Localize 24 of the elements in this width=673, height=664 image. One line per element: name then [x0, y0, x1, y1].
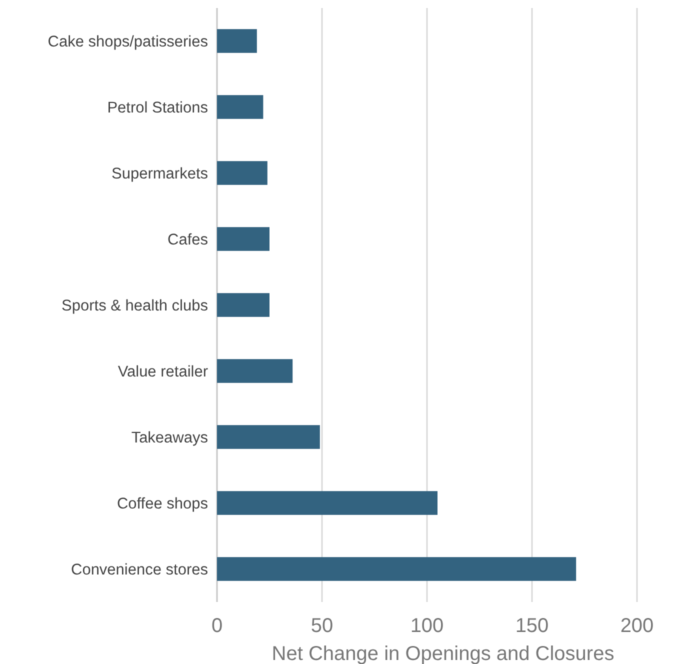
bar [217, 29, 257, 53]
bar [217, 293, 270, 317]
y-tick-label: Convenience stores [71, 561, 208, 578]
x-tick-label: 200 [620, 615, 654, 637]
bar [217, 425, 320, 449]
x-tick-label: 0 [211, 615, 223, 637]
x-axis-title: Net Change in Openings and Closures [272, 643, 614, 664]
x-tick-label: 100 [410, 615, 444, 637]
y-tick-label: Takeaways [131, 429, 208, 446]
y-tick-label: Value retailer [118, 363, 208, 380]
bar [217, 557, 576, 581]
y-tick-label: Petrol Stations [107, 99, 208, 116]
y-tick-label: Cake shops/patisseries [48, 33, 208, 50]
bar [217, 359, 293, 383]
y-tick-label: Coffee shops [116, 495, 208, 512]
x-tick-label: 50 [310, 615, 334, 637]
y-tick-label: Supermarkets [112, 165, 208, 182]
bar [217, 161, 268, 185]
y-tick-label: Sports & health clubs [62, 297, 208, 314]
bar [217, 491, 438, 515]
x-tick-label: 150 [515, 615, 549, 637]
bar [217, 227, 270, 251]
y-tick-label: Cafes [168, 231, 208, 248]
bar [217, 95, 264, 119]
